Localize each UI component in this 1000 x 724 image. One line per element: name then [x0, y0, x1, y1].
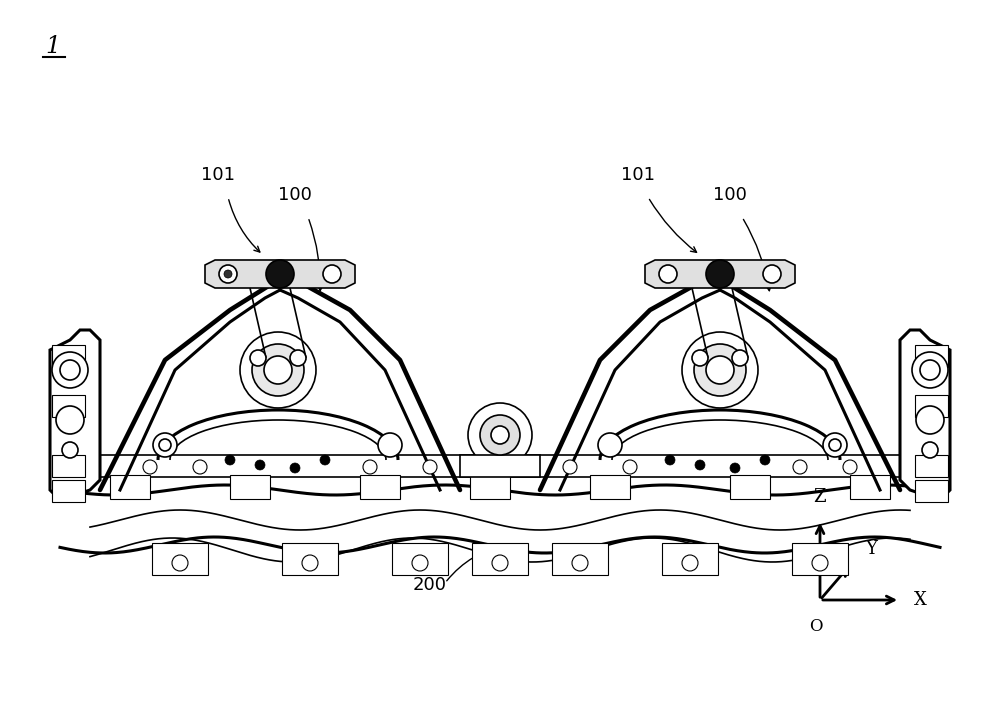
Circle shape — [468, 403, 532, 467]
Circle shape — [922, 442, 938, 458]
Circle shape — [665, 455, 675, 465]
Text: 101: 101 — [201, 166, 235, 184]
Circle shape — [302, 555, 318, 571]
Circle shape — [363, 460, 377, 474]
Circle shape — [572, 555, 588, 571]
Polygon shape — [50, 330, 100, 500]
Circle shape — [224, 270, 232, 278]
Polygon shape — [52, 395, 85, 417]
Polygon shape — [282, 543, 338, 575]
Circle shape — [172, 555, 188, 571]
Polygon shape — [460, 455, 540, 477]
Circle shape — [706, 260, 734, 288]
Text: 100: 100 — [278, 186, 312, 204]
Circle shape — [62, 442, 78, 458]
Polygon shape — [90, 455, 910, 477]
Polygon shape — [552, 543, 608, 575]
Polygon shape — [900, 330, 950, 500]
Circle shape — [159, 439, 171, 451]
Circle shape — [290, 463, 300, 473]
Polygon shape — [850, 475, 890, 499]
Circle shape — [760, 455, 770, 465]
Polygon shape — [205, 260, 355, 288]
Polygon shape — [472, 543, 528, 575]
Circle shape — [829, 439, 841, 451]
Circle shape — [60, 360, 80, 380]
Circle shape — [480, 415, 520, 455]
Circle shape — [320, 455, 330, 465]
Polygon shape — [915, 480, 948, 502]
Circle shape — [706, 356, 734, 384]
Circle shape — [694, 344, 746, 396]
Circle shape — [492, 555, 508, 571]
Circle shape — [323, 265, 341, 283]
Circle shape — [153, 433, 177, 457]
Polygon shape — [645, 260, 795, 288]
Circle shape — [378, 433, 402, 457]
Circle shape — [730, 463, 740, 473]
Circle shape — [692, 350, 708, 366]
Circle shape — [412, 555, 428, 571]
Circle shape — [143, 460, 157, 474]
Circle shape — [763, 265, 781, 283]
Circle shape — [52, 352, 88, 388]
Polygon shape — [915, 455, 948, 477]
Polygon shape — [52, 455, 85, 477]
Circle shape — [491, 426, 509, 444]
Circle shape — [732, 350, 748, 366]
Polygon shape — [52, 480, 85, 502]
Polygon shape — [792, 543, 848, 575]
Text: O: O — [809, 618, 823, 635]
Polygon shape — [590, 475, 630, 499]
Text: Y: Y — [865, 539, 877, 557]
Circle shape — [682, 332, 758, 408]
Polygon shape — [110, 475, 150, 499]
Polygon shape — [915, 345, 948, 367]
Circle shape — [193, 460, 207, 474]
Polygon shape — [152, 543, 208, 575]
Polygon shape — [360, 475, 400, 499]
Circle shape — [823, 433, 847, 457]
Circle shape — [225, 455, 235, 465]
Circle shape — [920, 360, 940, 380]
Circle shape — [255, 460, 265, 470]
Text: 100: 100 — [713, 186, 747, 204]
Polygon shape — [230, 475, 270, 499]
Polygon shape — [730, 475, 770, 499]
Circle shape — [682, 555, 698, 571]
Circle shape — [598, 433, 622, 457]
Circle shape — [219, 265, 237, 283]
Circle shape — [266, 260, 294, 288]
Circle shape — [563, 460, 577, 474]
Polygon shape — [290, 288, 306, 358]
Text: 1: 1 — [45, 35, 60, 58]
Circle shape — [812, 555, 828, 571]
Polygon shape — [52, 345, 85, 367]
Circle shape — [240, 332, 316, 408]
Circle shape — [843, 460, 857, 474]
Text: Z: Z — [814, 488, 826, 506]
Circle shape — [290, 350, 306, 366]
Circle shape — [250, 350, 266, 366]
Circle shape — [912, 352, 948, 388]
Polygon shape — [692, 288, 708, 358]
Polygon shape — [250, 288, 266, 358]
Circle shape — [264, 356, 292, 384]
Polygon shape — [470, 475, 510, 499]
Circle shape — [793, 460, 807, 474]
Polygon shape — [662, 543, 718, 575]
Text: 200: 200 — [413, 576, 447, 594]
Circle shape — [423, 460, 437, 474]
Circle shape — [916, 406, 944, 434]
Circle shape — [695, 460, 705, 470]
Polygon shape — [915, 395, 948, 417]
Circle shape — [56, 406, 84, 434]
Circle shape — [252, 344, 304, 396]
Circle shape — [623, 460, 637, 474]
Polygon shape — [392, 543, 448, 575]
Text: X: X — [914, 591, 927, 609]
Text: 101: 101 — [621, 166, 655, 184]
Polygon shape — [732, 288, 748, 358]
Circle shape — [659, 265, 677, 283]
